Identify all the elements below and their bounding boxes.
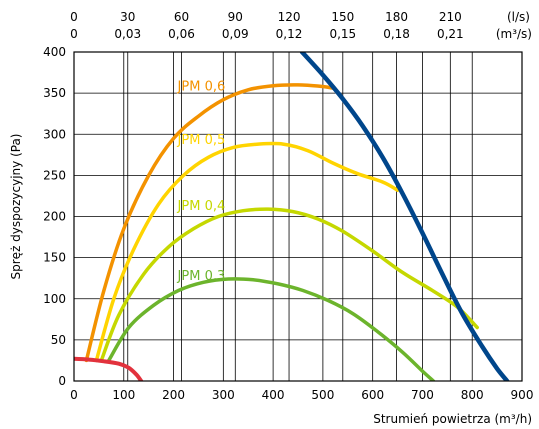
top-tick-label-ls: 210 <box>439 10 462 24</box>
curve-jpm-06 <box>84 83 335 363</box>
system-curve <box>299 52 510 381</box>
y-axis-title: Spręż dyspozycyjny (Pa) <box>9 134 23 280</box>
top-unit-ls: (l/s) <box>507 10 530 24</box>
x-axis-title: Strumień powietrza (m³/h) <box>373 412 532 426</box>
x-tick-label: 100 <box>112 388 135 402</box>
plot-frame <box>73 51 523 382</box>
x-tick-label: 300 <box>212 388 235 402</box>
y-tick-label: 400 <box>43 45 66 59</box>
top-tick-label-m3s: 0,21 <box>437 27 464 41</box>
top-tick-label-m3s: 0,12 <box>276 27 303 41</box>
y-tick-label: 150 <box>43 251 66 265</box>
minimum-curve <box>74 356 144 381</box>
curve-label-jpm-05: JPM 0,5 <box>177 133 226 148</box>
y-tick-label: 50 <box>51 333 66 347</box>
y-tick-label: 350 <box>43 86 66 100</box>
top-tick-label-ls: 180 <box>385 10 408 24</box>
top-unit-m3s: (m³/s) <box>496 27 532 41</box>
curve-label-jpm-06: JPM 0,6 <box>177 80 226 95</box>
y-tick-label: 250 <box>43 168 66 182</box>
top-tick-label-m3s: 0,03 <box>114 27 141 41</box>
top-tick-label-m3s: 0,09 <box>222 27 249 41</box>
x-tick-label: 800 <box>461 388 484 402</box>
grid <box>73 51 523 382</box>
top-tick-label-m3s: 0,18 <box>383 27 410 41</box>
top-tick-label-ls: 120 <box>278 10 301 24</box>
curve-jpm-05 <box>94 141 400 363</box>
top-tick-label-m3s: 0,06 <box>168 27 195 41</box>
top-tick-label-m3s: 0 <box>70 27 78 41</box>
top-tick-label-ls: 60 <box>174 10 189 24</box>
x-tick-label: 600 <box>361 388 384 402</box>
top-tick-label-ls: 90 <box>228 10 243 24</box>
x-tick-label: 900 <box>511 388 534 402</box>
top-tick-label-ls: 150 <box>331 10 354 24</box>
x-tick-label: 400 <box>262 388 285 402</box>
curve-label-jpm-04: JPM 0,4 <box>177 199 226 214</box>
y-tick-label: 300 <box>43 127 66 141</box>
y-tick-label: 200 <box>43 210 66 224</box>
curve-jpm-04 <box>99 207 479 363</box>
top-tick-label-m3s: 0,15 <box>329 27 356 41</box>
x-tick-label: 700 <box>411 388 434 402</box>
labels: JPM 0,6 JPM 0,5 JPM 0,4 JPM 0,3 <box>177 80 226 284</box>
top-tick-label-ls: 30 <box>120 10 135 24</box>
x-tick-label: 0 <box>70 388 78 402</box>
curve-label-jpm-03: JPM 0,3 <box>177 269 226 284</box>
curve-jpm-03 <box>107 277 436 381</box>
y-tick-label: 100 <box>43 292 66 306</box>
curves <box>74 52 510 381</box>
x-tick-label: 200 <box>162 388 185 402</box>
x-tick-label: 500 <box>311 388 334 402</box>
axes: 0 100 200 300 400 500 600 700 800 900050100150200… <box>9 10 533 426</box>
top-tick-label-ls: 0 <box>70 10 78 24</box>
y-tick-label: 0 <box>58 374 66 388</box>
